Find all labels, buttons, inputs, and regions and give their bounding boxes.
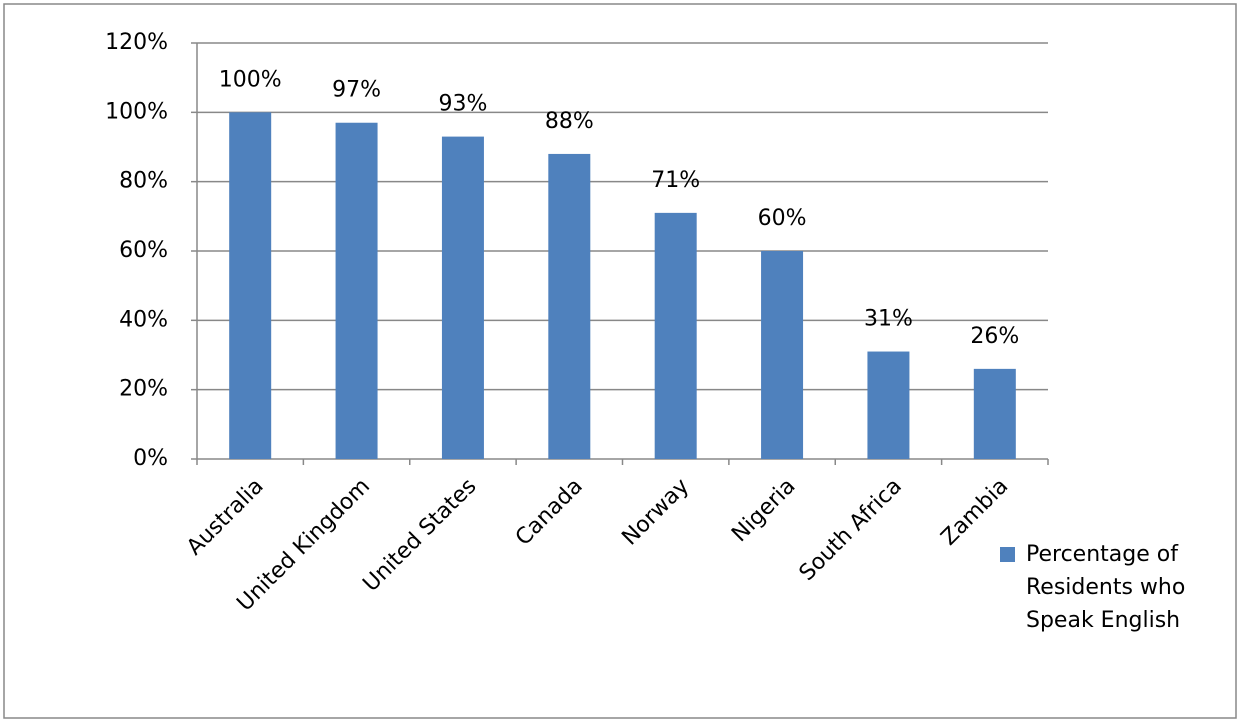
data-label: 31% — [864, 307, 913, 332]
legend-swatch — [1000, 547, 1015, 562]
y-tick-label: 0% — [133, 446, 168, 471]
bar — [441, 136, 484, 459]
bar — [229, 112, 272, 459]
data-label: 71% — [651, 168, 700, 193]
y-tick-label: 40% — [119, 307, 168, 332]
data-label: 97% — [332, 78, 381, 103]
legend-label: Percentage of Residents who Speak Englis… — [1026, 542, 1186, 633]
data-label: 100% — [219, 67, 282, 92]
y-tick-label: 100% — [105, 99, 168, 124]
bar — [335, 122, 378, 459]
bar — [973, 368, 1016, 459]
legend: Percentage of Residents who Speak Englis… — [1000, 538, 1230, 637]
data-label: 60% — [758, 206, 807, 231]
chart-border — [3, 3, 1237, 719]
y-tick-label: 60% — [119, 238, 168, 263]
y-tick-label: 80% — [119, 169, 168, 194]
bar — [654, 212, 697, 459]
y-tick-label: 20% — [119, 377, 168, 402]
bar — [548, 153, 591, 459]
data-label: 88% — [545, 109, 594, 134]
data-label: 26% — [970, 324, 1019, 349]
bar — [761, 251, 804, 459]
data-label: 93% — [438, 92, 487, 117]
y-tick-label: 120% — [105, 30, 168, 55]
bar — [867, 351, 910, 459]
